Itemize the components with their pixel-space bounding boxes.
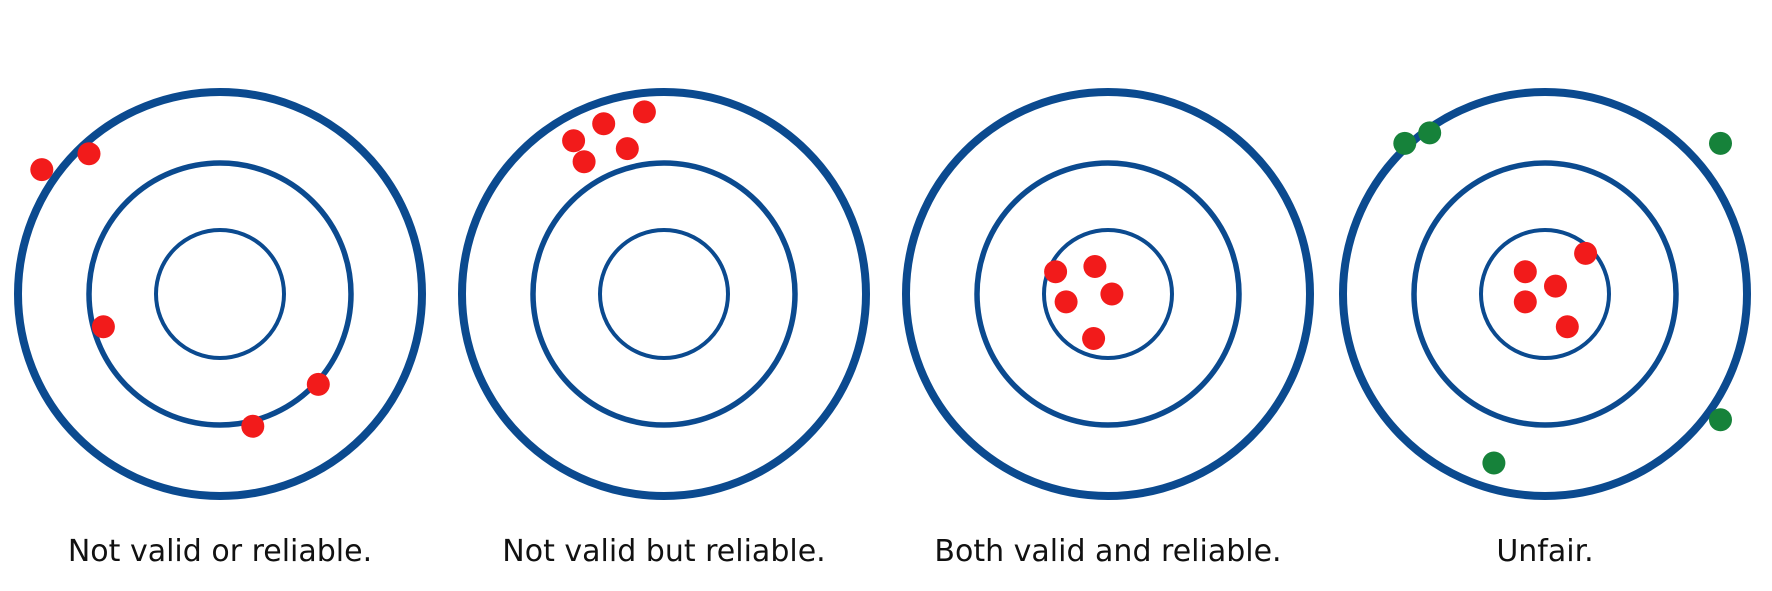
outer-ring: [1339, 88, 1751, 500]
green-hit-dot: [1709, 408, 1732, 432]
red-hit-dot: [30, 158, 54, 182]
green-hit-dot: [1482, 451, 1506, 475]
green-hit-dot: [1709, 131, 1732, 155]
hit-dots: [1044, 255, 1124, 350]
red-hit-dot: [1044, 260, 1068, 284]
inner-ring: [154, 228, 286, 360]
outer-ring: [458, 88, 870, 500]
red-hit-dot: [77, 142, 101, 166]
red-hit-dot: [1555, 315, 1579, 339]
red-hit-dot: [241, 414, 265, 438]
middle-ring: [530, 160, 798, 428]
middle-ring: [1411, 160, 1679, 428]
inner-ring: [598, 228, 730, 360]
middle-ring: [86, 160, 354, 428]
target-caption: Not valid or reliable.: [68, 534, 372, 569]
outer-ring: [902, 88, 1314, 500]
hit-dots: [1393, 121, 1732, 475]
inner-ring: [1479, 228, 1611, 360]
outer-ring: [14, 88, 426, 500]
hit-dots: [562, 100, 656, 174]
hit-dots: [30, 142, 330, 438]
red-hit-dot: [632, 100, 656, 124]
red-hit-dot: [615, 137, 639, 161]
target-not-valid-or-reliable: Not valid or reliable.: [14, 88, 426, 569]
red-hit-dot: [1544, 274, 1567, 298]
target-both-valid-and-reliable: Both valid and reliable.: [902, 88, 1314, 569]
target-not-valid-but-reliable: Not valid but reliable.: [458, 88, 870, 569]
inner-ring: [1042, 228, 1174, 360]
red-hit-dot: [1574, 241, 1598, 265]
green-hit-dot: [1418, 121, 1442, 145]
middle-ring: [974, 160, 1242, 428]
red-hit-dot: [1054, 290, 1078, 314]
target-caption: Unfair.: [1496, 534, 1593, 569]
red-hit-dot: [1082, 327, 1106, 350]
target-unfair: Unfair.: [1339, 88, 1751, 569]
red-hit-dot: [572, 150, 596, 174]
target-caption: Both valid and reliable.: [934, 534, 1281, 569]
red-hit-dot: [1513, 290, 1537, 314]
red-hit-dot: [1100, 282, 1124, 306]
red-hit-dot: [1513, 260, 1537, 284]
red-hit-dot: [592, 112, 616, 136]
green-hit-dot: [1393, 131, 1417, 155]
target-caption: Not valid but reliable.: [502, 534, 825, 569]
red-hit-dot: [1083, 255, 1107, 278]
red-hit-dot: [306, 372, 330, 396]
red-hit-dot: [562, 129, 586, 153]
red-hit-dot: [91, 315, 115, 339]
